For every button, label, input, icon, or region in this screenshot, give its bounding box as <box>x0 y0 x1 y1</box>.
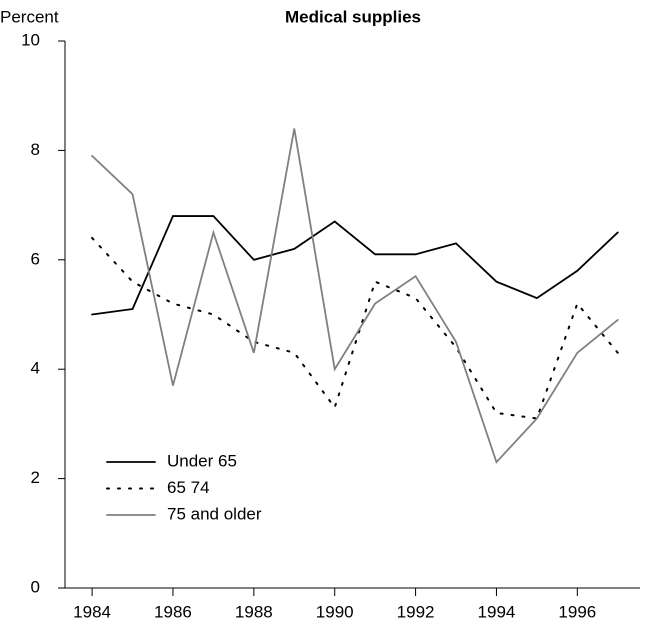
x-tick-label: 1990 <box>316 602 354 621</box>
x-tick-label: 1986 <box>154 602 192 621</box>
y-axis-label: Percent <box>0 7 59 26</box>
y-tick-label: 8 <box>31 140 40 159</box>
y-tick-label: 4 <box>31 359 40 378</box>
y-tick-label: 6 <box>31 249 40 268</box>
x-tick-label: 1988 <box>235 602 273 621</box>
legend-label: 65 74 <box>167 478 210 497</box>
y-tick-label: 0 <box>31 577 40 596</box>
legend-label: Under 65 <box>167 451 237 470</box>
y-tick-label: 10 <box>21 30 40 49</box>
chart-title: Medical supplies <box>285 7 421 26</box>
legend-label: 75 and older <box>167 504 262 523</box>
x-tick-label: 1984 <box>73 602 111 621</box>
series-line <box>91 215 619 316</box>
x-tick-label: 1996 <box>558 602 596 621</box>
y-tick-label: 2 <box>31 468 40 487</box>
series-line <box>91 128 619 464</box>
series-line <box>91 236 619 420</box>
x-tick-label: 1994 <box>478 602 516 621</box>
x-tick-label: 1992 <box>397 602 435 621</box>
